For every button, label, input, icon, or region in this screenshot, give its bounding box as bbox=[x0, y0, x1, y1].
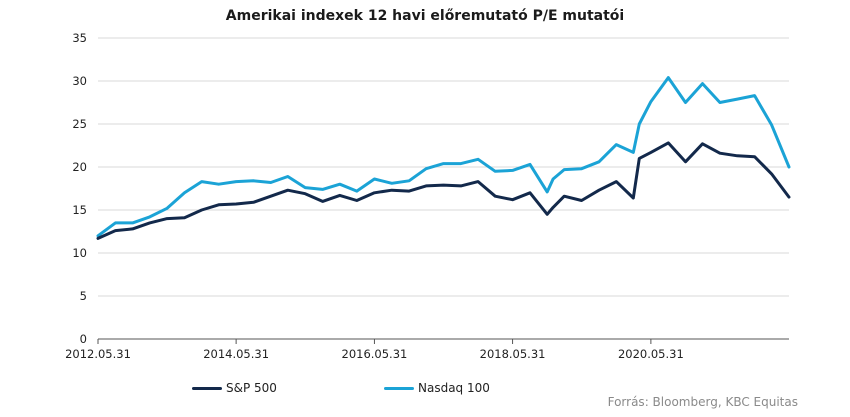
y-tick-label-5: 5 bbox=[80, 289, 87, 303]
series-lines bbox=[96, 76, 791, 240]
y-tick-label-0: 0 bbox=[80, 332, 87, 346]
legend-label-nasdaq100: Nasdaq 100 bbox=[418, 381, 490, 395]
y-tick-label-20: 20 bbox=[72, 160, 87, 174]
chart-title: Amerikai indexek 12 havi előremutató P/E… bbox=[225, 8, 625, 24]
y-tick-label-25: 25 bbox=[72, 117, 87, 131]
y-tick-label-10: 10 bbox=[72, 246, 87, 260]
x-tick-labels: 2012.05.31 2014.05.31 2016.05.31 2018.05.31… bbox=[65, 347, 684, 361]
source-note: Forrás: Bloomberg, KBC Equitas bbox=[607, 395, 798, 409]
legend-label-sp500: S&P 500 bbox=[226, 381, 277, 395]
y-tick-label-30: 30 bbox=[72, 74, 87, 88]
series-line-nasdaq-100 bbox=[96, 76, 791, 238]
x-tick-label-3: 2018.05.31 bbox=[480, 347, 546, 361]
series-line-s-p-500 bbox=[96, 141, 791, 240]
x-tick-label-1: 2014.05.31 bbox=[203, 347, 269, 361]
x-tick-label-0: 2012.05.31 bbox=[65, 347, 131, 361]
y-tick-labels: 0 5 10 15 20 25 30 35 bbox=[72, 31, 87, 346]
legend-item-nasdaq100: Nasdaq 100 bbox=[384, 381, 490, 395]
x-tick-label-4: 2020.05.31 bbox=[618, 347, 684, 361]
legend-item-sp500: S&P 500 bbox=[192, 381, 277, 395]
y-tick-label-15: 15 bbox=[72, 203, 87, 217]
y-tick-label-35: 35 bbox=[72, 31, 87, 45]
gridlines bbox=[98, 37, 789, 297]
sp500-legend-swatch bbox=[192, 387, 222, 390]
axes bbox=[97, 338, 789, 344]
x-tick-label-2: 2016.05.31 bbox=[342, 347, 408, 361]
nasdaq100-legend-swatch bbox=[384, 387, 414, 390]
